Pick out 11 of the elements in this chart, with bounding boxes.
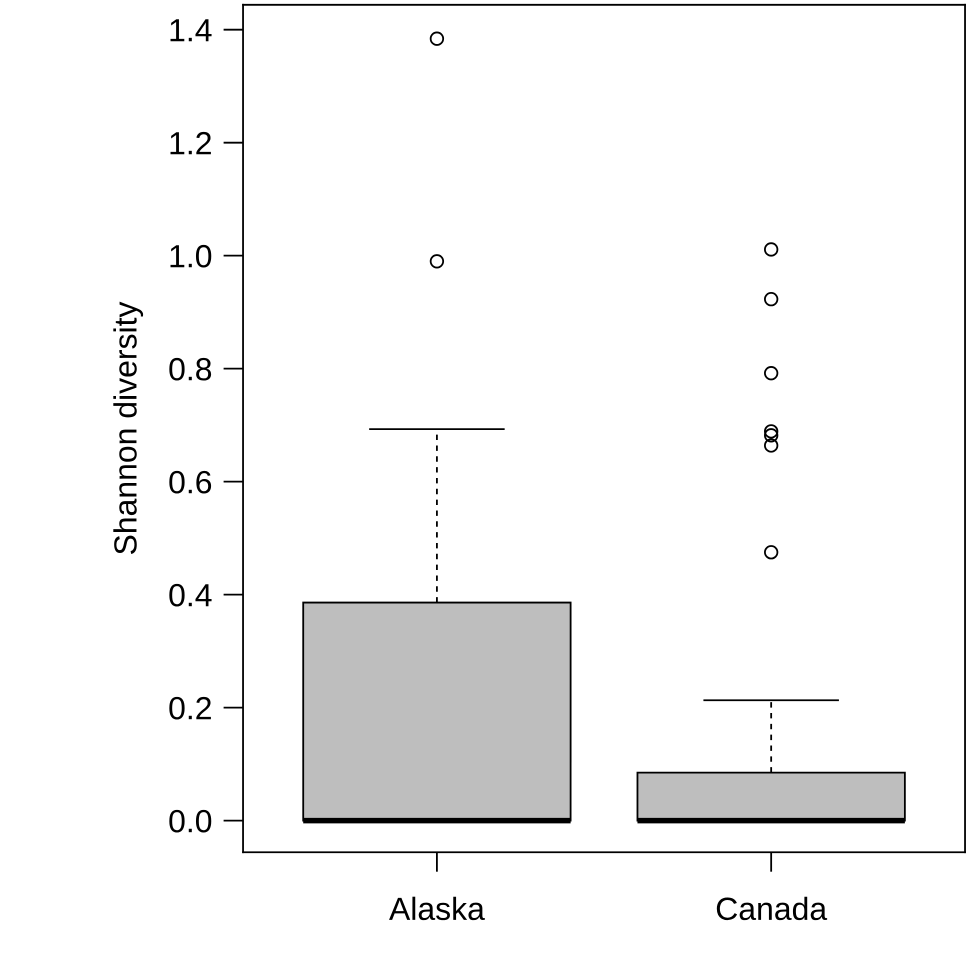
x-tick-label: Alaska xyxy=(389,896,485,920)
y-tick-label: 0.6 xyxy=(169,470,212,494)
y-tick-label: 1.0 xyxy=(170,244,212,268)
y-tick-label: 1.2 xyxy=(170,132,211,154)
y-tick-label: 0.0 xyxy=(169,810,212,833)
y-tick-label: 0.8 xyxy=(169,358,212,381)
y-tick-label: 0.2 xyxy=(169,696,211,720)
x-tick-label: Canada xyxy=(716,896,828,920)
y-tick-label: 0.4 xyxy=(169,584,212,607)
y-tick-label: 1.4 xyxy=(170,19,212,42)
y-axis-title: Shannon diversity xyxy=(113,302,144,554)
